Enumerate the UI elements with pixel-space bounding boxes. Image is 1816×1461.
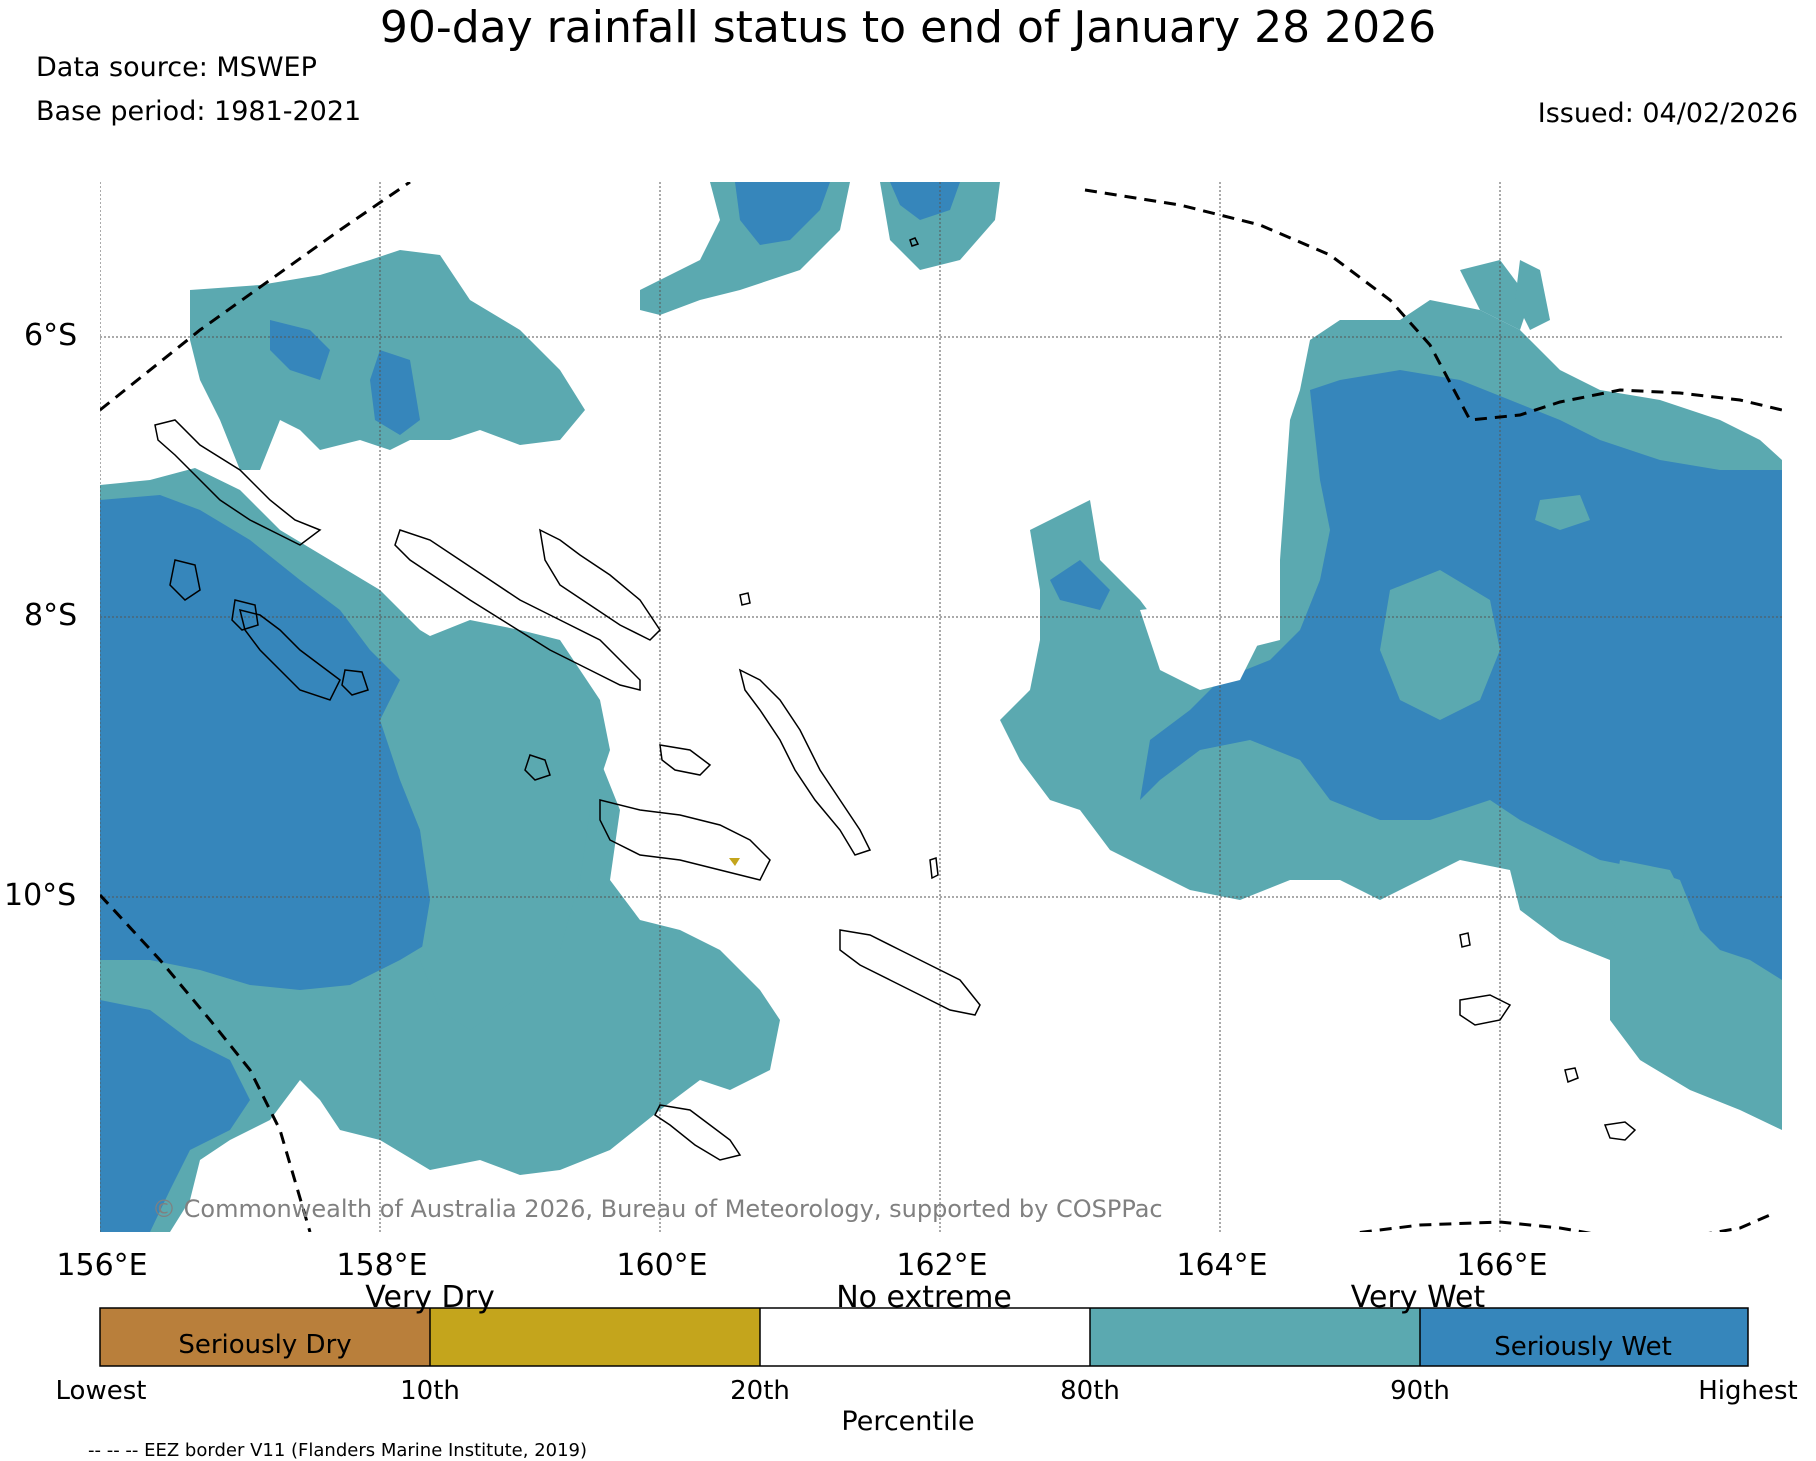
colorbar-tick-20th: 20th — [730, 1376, 790, 1406]
shortland-islands — [341, 669, 369, 696]
east-dry-hole — [1140, 600, 1260, 690]
colorbar-label-seriously-dry: Seriously Dry — [178, 1330, 352, 1360]
small-wet-patch — [1535, 495, 1590, 530]
north-seriously-wet-2 — [890, 182, 960, 220]
coastlines — [154, 237, 1637, 1161]
choiseul-island — [394, 529, 641, 691]
small-island-2 — [929, 856, 939, 880]
lon-label-160e: 160°E — [616, 1248, 708, 1283]
colorbar-label-no-extreme: No extreme — [836, 1280, 1012, 1315]
north-central-seriously-wet — [735, 182, 830, 245]
santa-isabel-island — [539, 528, 661, 641]
east-wet-patch — [1050, 560, 1110, 610]
northwest-seriously-wet-2 — [370, 350, 420, 435]
new-georgia-island — [238, 608, 341, 701]
colorbar-tick-highest: Highest — [1698, 1376, 1798, 1406]
colorbar-tick-90th: 90th — [1390, 1376, 1450, 1406]
base-period-label: Base period: 1981-2021 — [36, 96, 362, 127]
colorbar-label-seriously-wet: Seriously Wet — [1494, 1332, 1672, 1362]
map-grid — [100, 182, 1782, 1232]
florida-islands — [659, 744, 712, 776]
southeast-wet-band — [1610, 860, 1690, 960]
lon-label-156e: 156°E — [56, 1248, 148, 1283]
lon-label-164e: 164°E — [1176, 1248, 1268, 1283]
eez-borders — [100, 182, 1782, 1232]
east-inner-wet — [1380, 570, 1500, 720]
vella-lavella-island — [169, 559, 201, 601]
wet-regions — [100, 182, 1782, 1232]
kolombangara-island — [231, 599, 259, 631]
west-seriously-wet — [100, 495, 470, 990]
map-title: 90-day rainfall status to end of January… — [379, 2, 1437, 53]
tikopia-island — [1603, 1121, 1637, 1141]
russell-islands — [524, 754, 551, 781]
data-source-label: Data source: MSWEP — [36, 52, 317, 83]
small-island-1 — [739, 592, 751, 606]
bougainville-island — [154, 419, 322, 546]
colorbar-label-very-dry: Very Dry — [365, 1280, 495, 1315]
issued-date-label: Issued: 04/02/2026 — [1537, 98, 1798, 129]
malaita-island — [738, 668, 872, 856]
eez-border-northeast — [1084, 188, 1782, 422]
makira-island — [839, 929, 981, 1016]
central-south-wet — [380, 620, 610, 1030]
lat-label-10s: 10°S — [4, 878, 77, 913]
colorbar-tick-80th: 80th — [1060, 1376, 1120, 1406]
colorbar-tick-lowest: Lowest — [55, 1376, 147, 1406]
lat-label-6s: 6°S — [24, 318, 78, 353]
northeast-wet-patch-2 — [1515, 260, 1550, 330]
southwest-seriously-wet-2 — [100, 1160, 150, 1232]
colorbar-tick-10th: 10th — [400, 1376, 460, 1406]
lon-label-158e: 158°E — [336, 1248, 428, 1283]
colorbar-xlabel: Percentile — [841, 1406, 975, 1437]
eez-border-northwest — [100, 182, 411, 412]
eez-border-southeast — [1351, 1213, 1771, 1232]
copyright-notice: © Commonwealth of Australia 2026, Bureau… — [152, 1195, 1163, 1223]
very-dry-patch — [729, 858, 740, 866]
santa-cruz-islands — [1459, 994, 1512, 1026]
guadalcanal-island — [599, 799, 771, 881]
southwest-seriously-wet — [100, 1000, 250, 1232]
small-island-3 — [1459, 932, 1471, 948]
eez-legend-note: -- -- -- EEZ border V11 (Flanders Marine… — [88, 1440, 588, 1461]
rennell-island — [654, 1104, 742, 1161]
vanikoro-island — [1564, 1067, 1579, 1084]
lon-label-162e: 162°E — [896, 1248, 988, 1283]
colorbar-label-very-wet: Very Wet — [1350, 1280, 1486, 1315]
lon-label-166e: 166°E — [1456, 1248, 1548, 1283]
lat-label-8s: 8°S — [24, 598, 78, 633]
ontong-java — [909, 237, 920, 247]
northwest-seriously-wet — [270, 320, 330, 380]
northeast-wet-patch — [1460, 260, 1530, 330]
